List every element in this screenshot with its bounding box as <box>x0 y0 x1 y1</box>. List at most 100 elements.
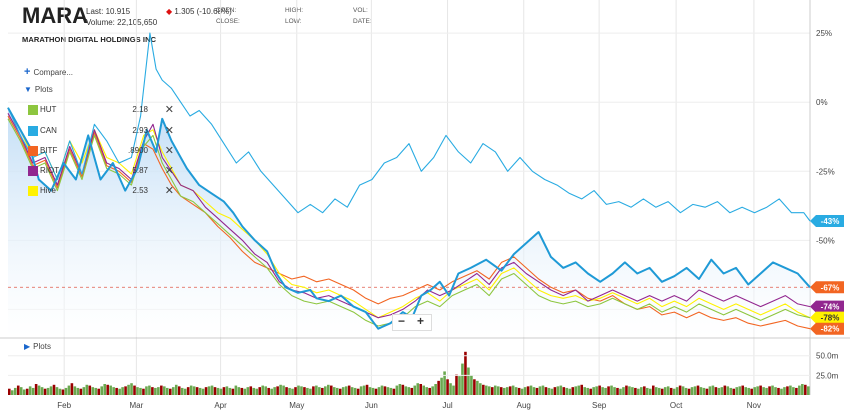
volume-bar <box>804 384 807 395</box>
legend-row-riot[interactable]: RIOT 5.87 ✕ <box>28 164 178 178</box>
volume-bar <box>511 385 515 395</box>
x-tick-label: Jul <box>442 401 452 410</box>
compare-button[interactable]: + Compare... <box>24 66 73 78</box>
volume-bar <box>729 387 733 395</box>
legend-row-can[interactable]: CAN 2.93 ✕ <box>28 124 178 138</box>
legend-symbol: BITF <box>40 146 58 155</box>
volume-bar <box>109 385 112 395</box>
volume-bar <box>338 388 342 395</box>
plots-label-bottom: Plots <box>33 342 51 351</box>
volume-bar <box>461 363 464 395</box>
end-label-text: -78% <box>821 314 840 323</box>
volume-bar <box>404 386 408 395</box>
volume-tick-label: 50.0m <box>816 352 839 361</box>
volume-bar <box>783 387 786 395</box>
volume-bar <box>732 388 736 395</box>
volume-bar <box>100 386 103 395</box>
volume-bar <box>192 386 196 395</box>
volume-bar <box>76 387 80 395</box>
volume-bar <box>228 387 232 395</box>
series-line-can <box>7 32 811 222</box>
volume-bar <box>386 387 390 395</box>
volume-bar <box>708 386 712 395</box>
volume-bar <box>431 386 434 395</box>
volume-bar <box>261 385 264 395</box>
remove-icon[interactable]: ✕ <box>164 145 174 157</box>
volume-bar <box>765 387 768 395</box>
volume-bar <box>350 387 354 395</box>
volume-bar <box>16 385 20 395</box>
zoom-out-button[interactable]: − <box>398 314 406 328</box>
volume-bar <box>789 385 792 395</box>
ticker-symbol: MARA <box>22 3 88 28</box>
zoom-in-button[interactable]: + <box>417 314 425 328</box>
volume-bar <box>684 387 688 395</box>
volume-bar <box>210 385 214 395</box>
end-label-text: -82% <box>821 325 840 334</box>
volume-bar <box>663 387 667 395</box>
legend-row-hut[interactable]: HUT 2.18 ✕ <box>28 103 178 117</box>
x-tick-label: Jun <box>365 401 378 410</box>
volume-bar <box>204 387 208 395</box>
volume-bar <box>115 387 118 395</box>
volume-bar <box>255 388 259 395</box>
volume-bar <box>735 387 739 395</box>
volume-bar <box>780 388 783 395</box>
x-tick-label: Oct <box>670 401 683 410</box>
volume-bar <box>768 386 771 395</box>
volume-bar <box>568 388 572 395</box>
volume-bar <box>550 388 554 395</box>
volume-bar <box>517 387 521 395</box>
end-label-tag <box>810 311 844 324</box>
remove-icon[interactable]: ✕ <box>164 125 174 137</box>
end-label-text: -43% <box>821 217 840 226</box>
volume-bar <box>437 380 440 395</box>
remove-icon[interactable]: ✕ <box>164 104 174 116</box>
volume-bar <box>467 367 470 395</box>
volume-bar <box>34 384 38 395</box>
plots-toggle-bottom[interactable]: ▶ Plots <box>24 342 51 351</box>
volume-bar <box>562 387 566 395</box>
volume-bar <box>106 384 109 395</box>
legend-swatch <box>28 126 38 136</box>
volume-bar <box>183 388 187 395</box>
volume-bar <box>8 388 11 395</box>
volume-bar <box>157 387 160 395</box>
remove-icon[interactable]: ✕ <box>164 165 174 177</box>
volume-bar <box>654 387 658 395</box>
triangle-down-icon: ▼ <box>24 85 32 94</box>
volume-bar <box>508 386 512 395</box>
legend-row-bitf[interactable]: BITF .8900 ✕ <box>28 144 178 158</box>
volume-bar <box>243 388 247 395</box>
plots-toggle-top[interactable]: ▼ Plots <box>24 85 53 94</box>
legend-row-hive[interactable]: Hive 2.53 ✕ <box>28 184 178 198</box>
volume-bar <box>46 387 50 395</box>
volume-bar <box>79 388 83 395</box>
volume-bar <box>329 385 333 395</box>
volume-bar <box>672 388 676 395</box>
volume-bar <box>744 387 747 395</box>
remove-icon[interactable]: ✕ <box>164 185 174 197</box>
volume-bar <box>419 384 423 395</box>
volume-bar <box>309 388 312 395</box>
volume-bar <box>657 387 661 395</box>
volume-bar <box>756 386 759 395</box>
volume-bar <box>502 387 506 395</box>
volume-bar <box>771 385 774 395</box>
volume-bar <box>327 384 330 395</box>
volume-bar <box>398 384 402 395</box>
y-tick-label: 0% <box>816 98 828 107</box>
volume-bar <box>696 385 700 395</box>
volume-bar <box>276 386 279 395</box>
volume-bar <box>532 387 536 395</box>
volume-bar <box>449 383 452 395</box>
down-arrow-icon: ◆ <box>166 7 173 16</box>
volume-bar <box>473 379 476 395</box>
volume-bar <box>121 387 124 395</box>
volume-bar <box>488 386 491 395</box>
volume-bar <box>19 387 23 395</box>
volume-bar <box>514 387 518 395</box>
volume-bar <box>318 387 321 395</box>
low-label: LOW: <box>285 18 302 25</box>
